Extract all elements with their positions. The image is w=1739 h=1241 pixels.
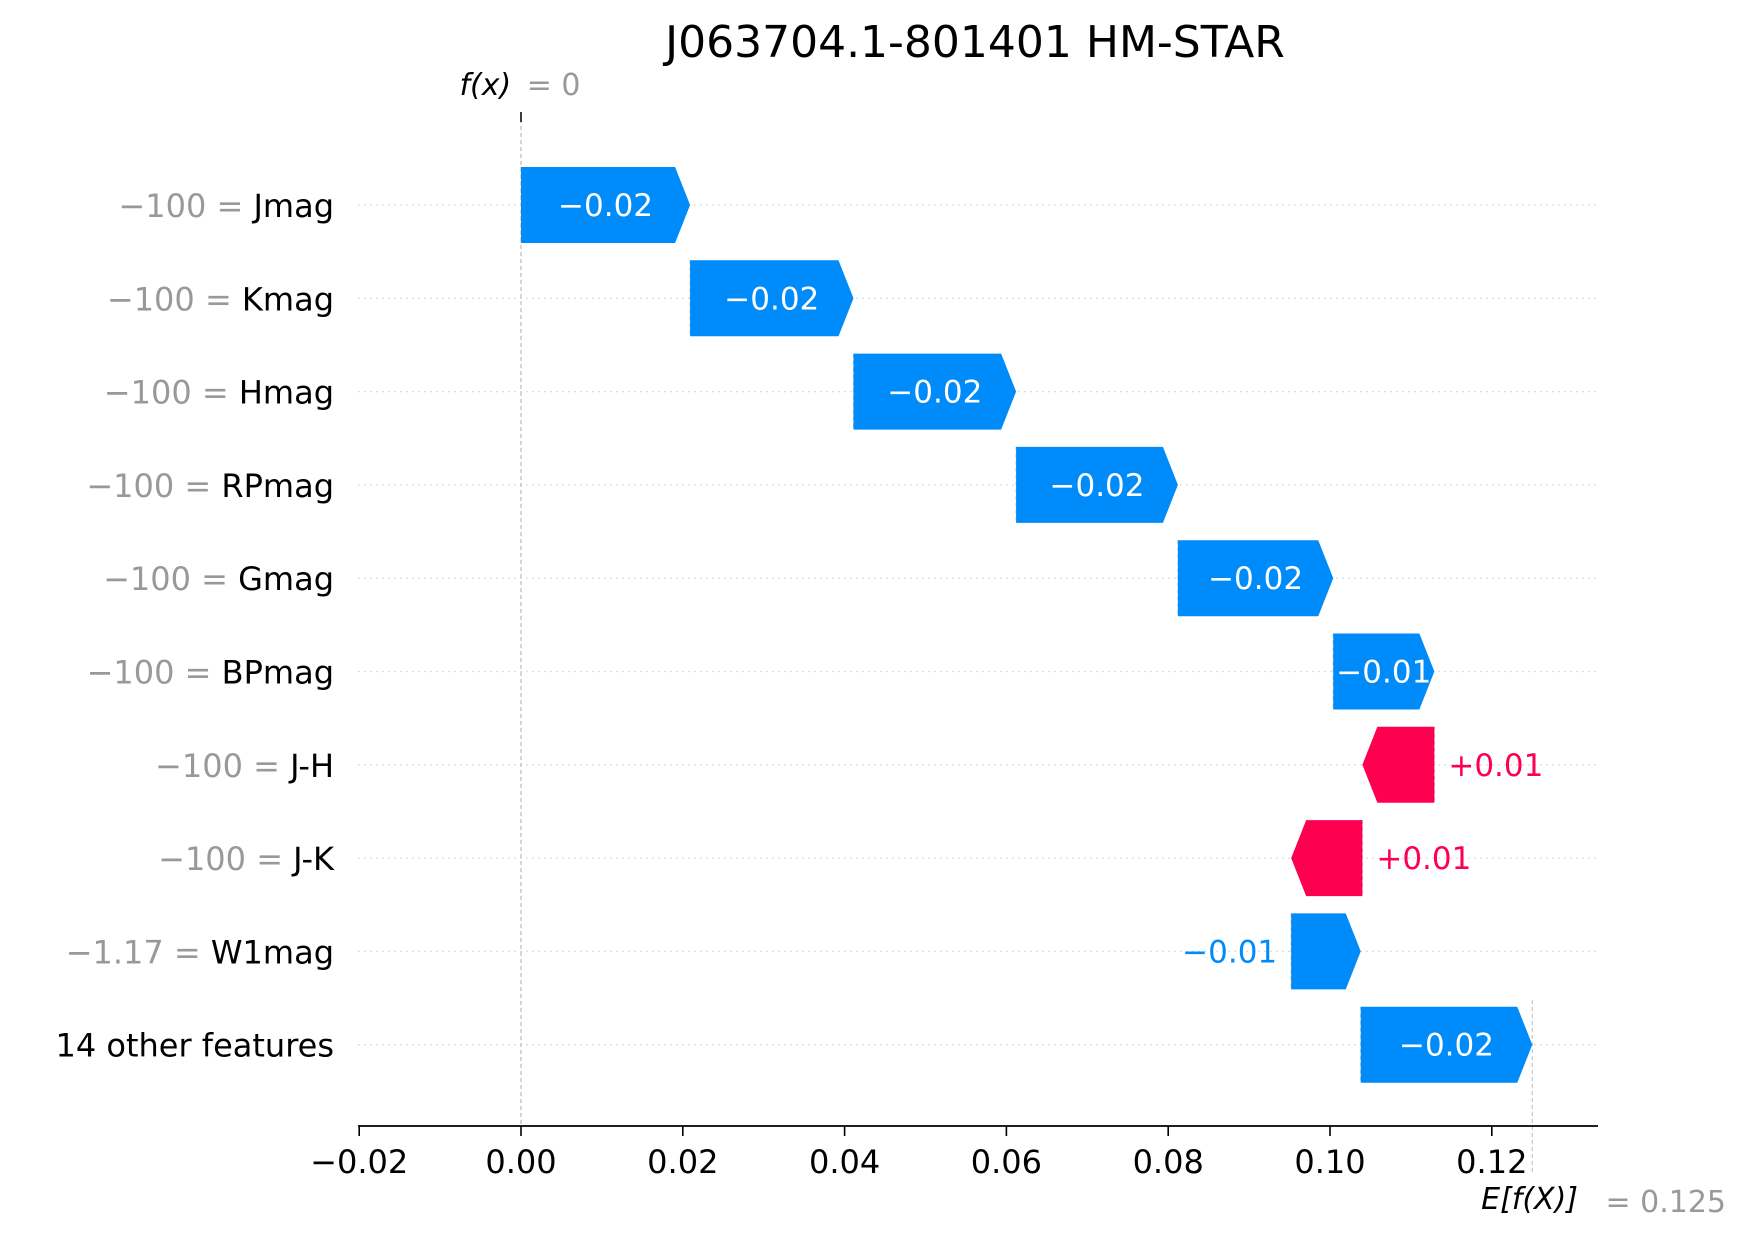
gridlines xyxy=(358,204,1598,1046)
bar-jmag xyxy=(521,167,691,243)
x-tick-label: 0.08 xyxy=(1133,1143,1204,1181)
bar-kmag xyxy=(690,260,854,337)
bars: −0.02 −0.02 −0.02 −0.02 −0.02 −0.01 +0.01 +0.01… xyxy=(521,167,1543,1083)
bar-14-other-features xyxy=(1360,1006,1533,1083)
x-tick-label: 0.04 xyxy=(809,1143,880,1181)
feature-label: −100 = J-K xyxy=(158,840,335,878)
x-axis: −0.02 0.00 0.02 0.04 0.06 0.08 0.10 0.12 xyxy=(310,1125,1598,1181)
feature-name: W1mag xyxy=(211,933,334,971)
x-tick-label: 0.00 xyxy=(485,1143,556,1181)
feature-value: −1.17 = xyxy=(66,933,211,971)
feature-value: −100 = xyxy=(104,374,239,412)
bar-value-label: +0.01 xyxy=(1376,841,1471,877)
base-func-text: E[f(X)] xyxy=(1481,1182,1578,1217)
feature-name: Gmag xyxy=(238,560,334,598)
bar-w1mag xyxy=(1291,913,1361,990)
feature-label: 14 other features xyxy=(55,1027,334,1065)
feature-label: −100 = Hmag xyxy=(104,374,334,412)
feature-value: −100 = xyxy=(118,187,253,225)
fx-func-text: f(x) xyxy=(459,68,511,103)
feature-name: J-K xyxy=(291,840,335,878)
x-tick-label: 0.02 xyxy=(647,1143,718,1181)
feature-name: J-H xyxy=(288,747,334,785)
bar-j-h xyxy=(1362,726,1435,803)
bar-value-label: −0.02 xyxy=(1208,561,1303,597)
feature-value: −100 = xyxy=(86,467,221,505)
feature-label: −1.17 = W1mag xyxy=(66,933,334,971)
feature-value: −100 = xyxy=(107,280,242,318)
feature-name: 14 other features xyxy=(55,1027,334,1065)
bar-value-label: −0.02 xyxy=(1399,1028,1494,1064)
fx-eq-text: = 0 xyxy=(527,68,581,103)
feature-label: −100 = Gmag xyxy=(103,560,334,598)
svg-text:f(x) = 0: f(x) = 0 xyxy=(459,68,580,103)
x-tick-label: 0.10 xyxy=(1294,1143,1365,1181)
feature-name: RPmag xyxy=(221,467,334,505)
bar-value-label: −0.01 xyxy=(1182,934,1277,970)
feature-value: −100 = xyxy=(87,654,222,692)
feature-value: −100 = xyxy=(155,747,290,785)
bar-bpmag xyxy=(1333,633,1435,710)
x-tick-label: 0.06 xyxy=(971,1143,1042,1181)
feature-label: −100 = Kmag xyxy=(107,280,334,318)
bar-value-label: −0.02 xyxy=(1050,468,1145,504)
base-label: E[f(X)] = 0.125 xyxy=(1481,1182,1726,1220)
bar-value-label: +0.01 xyxy=(1448,748,1543,784)
feature-name: Jmag xyxy=(251,187,334,225)
feature-name: Hmag xyxy=(239,374,334,412)
bar-value-label: −0.01 xyxy=(1336,655,1431,691)
feature-label: −100 = RPmag xyxy=(86,467,334,505)
bar-hmag xyxy=(853,353,1017,430)
feature-labels: −100 = Jmag−100 = Kmag−100 = Hmag−100 = … xyxy=(55,187,335,1065)
feature-value: −100 = xyxy=(103,560,238,598)
fx-label: f(x) = 0 xyxy=(459,68,580,103)
bar-rpmag xyxy=(1016,446,1178,523)
bar-value-label: −0.02 xyxy=(887,375,982,411)
x-tick-label: −0.02 xyxy=(310,1143,408,1181)
chart-title: J063704.1-801401 HM-STAR xyxy=(662,17,1285,68)
feature-label: −100 = J-H xyxy=(155,747,334,785)
feature-name: BPmag xyxy=(222,654,334,692)
feature-name: Kmag xyxy=(242,280,334,318)
bar-value-label: −0.02 xyxy=(558,188,653,224)
bar-value-label: −0.02 xyxy=(724,281,819,317)
bar-gmag xyxy=(1177,540,1334,617)
bar-j-k xyxy=(1291,820,1363,897)
base-eq-text: = 0.125 xyxy=(1605,1185,1726,1220)
x-tick-label: 0.12 xyxy=(1456,1143,1527,1181)
feature-label: −100 = Jmag xyxy=(118,187,334,225)
feature-value: −100 = xyxy=(158,840,293,878)
feature-label: −100 = BPmag xyxy=(87,654,334,692)
